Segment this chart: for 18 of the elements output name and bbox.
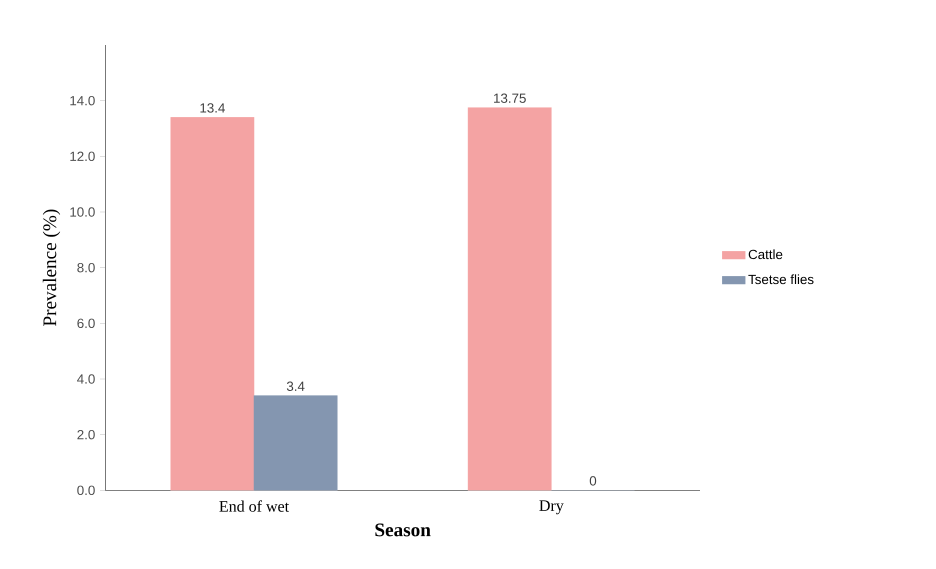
y-tick-label: 4.0 bbox=[77, 374, 95, 384]
y-tick-label: 14.0 bbox=[70, 96, 95, 106]
y-tick-label: 0.0 bbox=[77, 486, 95, 496]
data-label: 3.4 bbox=[286, 382, 305, 391]
y-axis-title: Prevalence (%) bbox=[42, 210, 60, 326]
data-label: 13.75 bbox=[494, 93, 526, 103]
x-tick-label: End of wet bbox=[219, 500, 290, 512]
legend-label: Cattle bbox=[748, 249, 782, 260]
data-label: 13.4 bbox=[200, 103, 225, 113]
y-tick-label: 12.0 bbox=[70, 152, 95, 162]
x-axis-title: Season bbox=[375, 523, 431, 536]
y-tick-label: 10.0 bbox=[70, 207, 95, 217]
y-tick-label: 8.0 bbox=[77, 262, 95, 272]
y-tick-label: 6.0 bbox=[77, 318, 95, 328]
legend-label: Tsetse flies bbox=[748, 274, 814, 284]
data-label: 0 bbox=[590, 476, 596, 486]
y-tick-label: 2.0 bbox=[77, 430, 95, 440]
x-tick-label: Dry bbox=[539, 500, 564, 514]
